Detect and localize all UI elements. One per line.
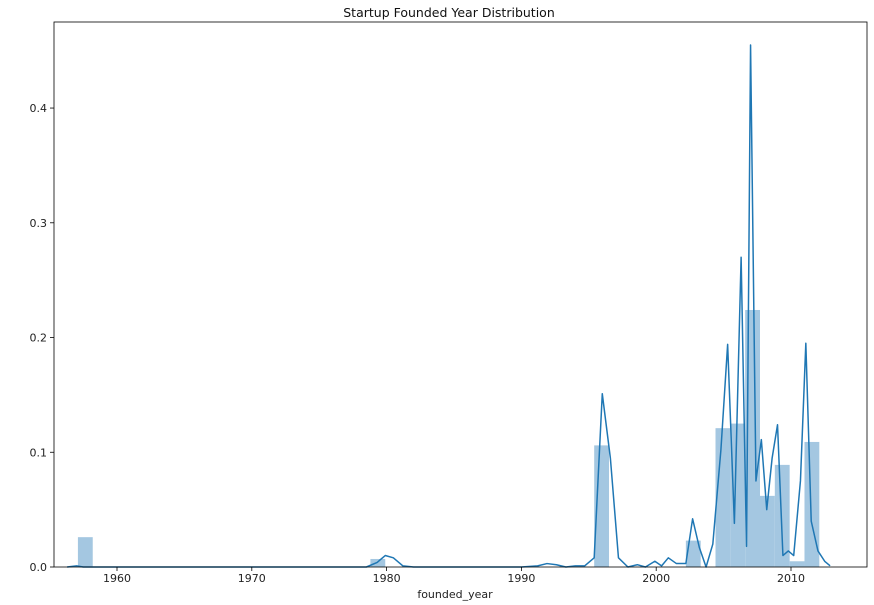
x-tick-label: 2010 [777, 572, 805, 585]
histogram-bar-0 [77, 537, 93, 567]
histogram-bar-3 [685, 540, 701, 567]
histogram-bar-7 [760, 495, 775, 567]
x-axis-label: founded_year [417, 588, 493, 601]
y-tick-label: 0.1 [30, 446, 48, 459]
y-tick-label: 0.4 [30, 102, 48, 115]
histogram-bar-9 [789, 561, 805, 567]
histogram-bar-10 [804, 441, 820, 567]
x-tick-label: 1990 [507, 572, 535, 585]
y-axis-ticks: 0.0 0.1 0.2 0.3 0.4 [30, 102, 54, 574]
histogram-bar-8 [774, 464, 790, 567]
histogram-bar-5 [730, 423, 746, 567]
histogram-bar-6 [745, 309, 760, 567]
y-tick-label: 0.0 [30, 561, 48, 574]
x-tick-label: 2000 [642, 572, 670, 585]
histogram-bar-1 [370, 558, 386, 567]
kde-line [67, 44, 831, 568]
y-tick-label: 0.2 [30, 332, 48, 345]
x-tick-label: 1960 [103, 572, 131, 585]
histogram-bar-4 [715, 428, 731, 567]
y-tick-label: 0.3 [30, 217, 48, 230]
chart-title: Startup Founded Year Distribution [343, 5, 555, 20]
x-tick-label: 1980 [373, 572, 401, 585]
plot-frame [53, 21, 868, 568]
x-tick-label: 1970 [238, 572, 266, 585]
kde-curve [67, 44, 831, 568]
x-axis-ticks: 1960 1970 1980 1990 2000 2010 [103, 567, 805, 585]
